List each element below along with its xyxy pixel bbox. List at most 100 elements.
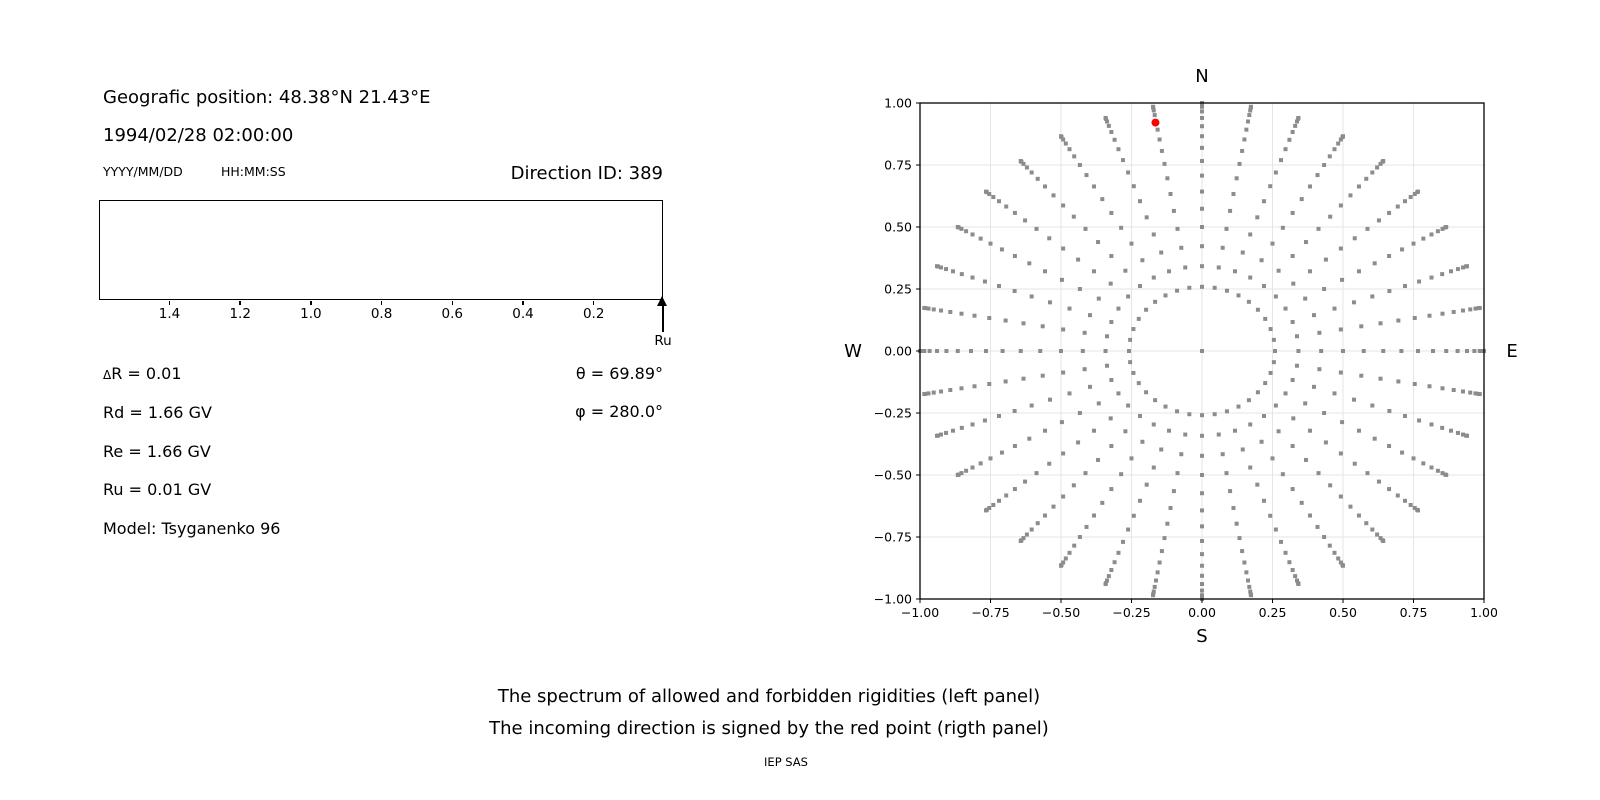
direction-grid-dot [1283, 306, 1288, 311]
direction-grid-dot [1179, 452, 1184, 457]
spectrum-tick-mark [168, 301, 171, 305]
param-delta-r: ΔR = 0.01 [103, 364, 182, 383]
direction-grid-dot [1402, 413, 1407, 418]
direction-grid-dot [1080, 349, 1085, 353]
direction-grid-dot [1061, 327, 1066, 332]
direction-grid-dot [1348, 193, 1353, 198]
direction-grid-dot [1120, 539, 1125, 544]
direction-grid-dot [1280, 472, 1285, 477]
direction-grid-dot [1359, 324, 1364, 329]
direction-grid-dot [1431, 349, 1436, 353]
direction-grid-dot [1455, 267, 1460, 272]
direction-grid-dot [1341, 134, 1345, 139]
direction-grid-dot [999, 450, 1004, 455]
direction-grid-dot [1200, 453, 1204, 458]
x-tick-label: 1.00 [1470, 605, 1498, 620]
x-tick-label: −0.25 [1112, 605, 1150, 620]
direction-grid-dot [1376, 479, 1381, 484]
direction-grid-dot [1105, 334, 1110, 339]
direction-grid-dot [1187, 412, 1192, 417]
direction-grid-dot [939, 308, 944, 313]
direction-grid-dot [1332, 147, 1337, 152]
direction-grid-dot [1171, 489, 1176, 494]
param-phi: φ = 280.0° [575, 402, 663, 421]
direction-grid-dot [983, 349, 988, 353]
direction-grid-dot [1012, 408, 1017, 413]
direction-grid-dot [1021, 161, 1026, 166]
direction-grid-dot [1138, 498, 1143, 503]
direction-grid-dot [1332, 550, 1337, 555]
direction-grid-dot [959, 425, 964, 430]
direction-grid-dot [1012, 289, 1017, 294]
direction-grid-dot [1059, 134, 1063, 139]
direction-grid-dot [1417, 418, 1422, 423]
direction-grid-dot [988, 456, 993, 461]
direction-grid-dot [1047, 236, 1052, 241]
direction-grid-dot [1240, 549, 1245, 554]
direction-grid-dot [1365, 471, 1370, 476]
spectrum-tick-mark [380, 301, 383, 305]
direction-grid-dot [1316, 226, 1321, 231]
y-tick-label: −1.00 [874, 592, 912, 607]
direction-grid-dot [1237, 161, 1242, 166]
direction-grid-dot [1311, 384, 1316, 389]
direction-grid-dot [1370, 294, 1375, 299]
direction-grid-dot [1236, 293, 1241, 298]
direction-grid-dot [1103, 582, 1108, 587]
direction-grid-dot [1395, 493, 1400, 498]
direction-grid-dot [1018, 159, 1023, 164]
direction-grid-dot [1071, 483, 1076, 488]
direction-grid-dot [1157, 137, 1162, 142]
direction-grid-dot [1315, 524, 1320, 529]
direction-grid-dot [1290, 487, 1295, 492]
direction-grid-dot [1240, 447, 1245, 452]
direction-grid-dot [964, 468, 969, 473]
param-re: Re = 1.66 GV [103, 442, 211, 461]
direction-grid-dot [1341, 349, 1345, 353]
direction-grid-dot [1317, 330, 1322, 335]
direction-grid-dot [1119, 225, 1124, 230]
spectrum-tick-label: 0.6 [441, 306, 464, 322]
direction-grid-dot [1106, 574, 1111, 579]
spectrum-tick-mark [522, 301, 524, 305]
direction-grid-dot [1356, 428, 1361, 433]
direction-grid-dot [1338, 494, 1343, 499]
direction-grid-dot [1246, 398, 1251, 403]
x-tick-label: −0.75 [971, 605, 1009, 620]
direction-grid-dot [1144, 482, 1149, 487]
direction-grid-dot [1395, 204, 1400, 209]
direction-grid-dot [1175, 409, 1180, 414]
direction-grid-dot [959, 386, 964, 391]
direction-grid-dot [970, 465, 975, 470]
direction-grid-dot [1043, 269, 1048, 274]
y-tick-label: −0.50 [874, 468, 912, 483]
direction-grid-dot [1449, 269, 1454, 274]
direction-grid-dot [1140, 439, 1145, 444]
x-tick-label: 0.00 [1188, 605, 1216, 620]
direction-grid-dot [1220, 452, 1225, 457]
direction-grid-dot [1061, 137, 1066, 142]
direction-grid-dot [1151, 108, 1156, 113]
direction-grid-dot [1255, 482, 1260, 487]
direction-grid-dot [1119, 472, 1124, 477]
spectrum-plot-box [99, 200, 663, 300]
direction-grid-dot [1151, 275, 1156, 280]
direction-grid-dot [970, 232, 975, 237]
direction-grid-dot [1112, 137, 1117, 142]
direction-grid-dot [1291, 281, 1296, 286]
direction-grid-dot [1332, 306, 1337, 311]
direction-grid-dot [1112, 560, 1117, 565]
direction-grid-dot [1061, 370, 1066, 375]
direction-grid-dot [1440, 471, 1445, 476]
direction-grid-dot [1248, 593, 1253, 598]
direction-grid-dot [997, 498, 1002, 503]
direction-grid-dot [1012, 210, 1017, 215]
spectrum-tick-mark [451, 301, 454, 305]
direction-grid-dot [1242, 560, 1247, 565]
direction-grid-dot [1322, 411, 1327, 415]
direction-grid-dot [1455, 349, 1460, 353]
direction-grid-dot [1364, 521, 1369, 526]
direction-grid-dot [987, 381, 992, 386]
direction-grid-dot [1012, 443, 1017, 448]
direction-grid-dot [1175, 471, 1180, 476]
